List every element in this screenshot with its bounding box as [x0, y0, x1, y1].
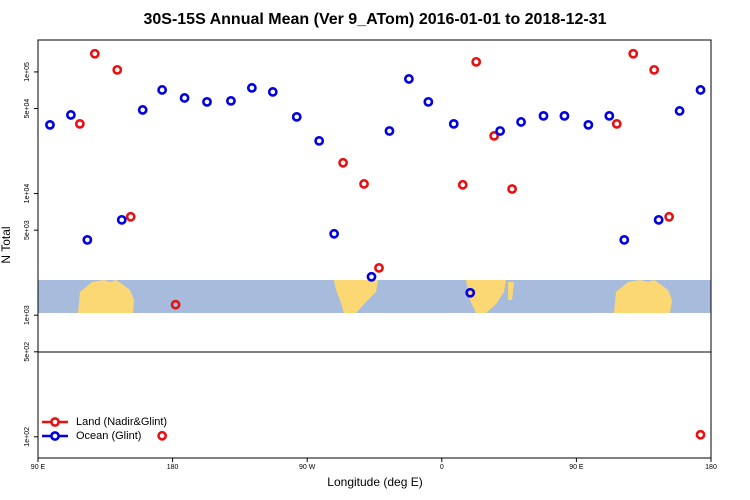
data-point — [448, 118, 459, 129]
data-point — [559, 110, 570, 121]
x-tick-label: 180 — [705, 464, 717, 471]
data-point — [674, 106, 685, 116]
x-axis-label: Longitude (deg E) — [327, 475, 422, 489]
land-south-america — [334, 280, 378, 313]
y-tick-label: 1e+02 — [24, 427, 31, 447]
y-tick-label: 1e+04 — [24, 184, 31, 204]
y-tick-label: 5e+02 — [24, 342, 31, 362]
data-point — [457, 179, 468, 190]
legend-label: Ocean (Glint) — [76, 430, 141, 442]
data-point — [653, 214, 664, 225]
data-point — [649, 64, 660, 75]
x-tick-label: 90 W — [299, 464, 316, 471]
data-point — [267, 87, 278, 97]
data-point — [89, 48, 100, 59]
data-point — [291, 111, 302, 122]
land-australia — [614, 280, 672, 313]
data-point — [384, 126, 395, 136]
data-point — [116, 214, 127, 225]
data-point — [465, 287, 476, 298]
y-tick-label: 1e+03 — [24, 305, 31, 325]
data-point — [471, 56, 482, 67]
data-point — [137, 105, 148, 115]
data-point — [604, 110, 615, 121]
data-point — [619, 234, 630, 245]
data-point — [374, 262, 384, 273]
data-point — [314, 135, 325, 146]
data-point — [507, 184, 517, 194]
data-point — [695, 85, 706, 95]
y-tick-label: 5e+04 — [24, 99, 31, 119]
map-strip — [38, 280, 711, 313]
data-point — [583, 119, 594, 130]
legend-marker — [50, 417, 60, 427]
chart-title: 30S-15S Annual Mean (Ver 9_ATom) 2016-01… — [143, 11, 606, 28]
x-tick-label: 90 E — [31, 464, 46, 471]
y-tick-label: 1e+05 — [24, 62, 31, 82]
data-point — [338, 157, 348, 168]
x-tick-label: 0 — [440, 464, 444, 471]
data-point — [366, 271, 377, 282]
land-madagascar — [508, 282, 514, 300]
data-point — [45, 119, 55, 130]
legend-marker — [50, 431, 60, 441]
data-point — [226, 95, 236, 106]
data-point — [664, 211, 675, 222]
data-point — [628, 48, 639, 59]
data-point — [179, 93, 190, 103]
data-point — [74, 118, 85, 129]
data-point — [170, 299, 181, 310]
data-point — [359, 179, 369, 189]
data-point — [202, 96, 212, 107]
x-tick-label: 180 — [167, 464, 179, 471]
data-point — [329, 228, 340, 239]
data-point — [423, 96, 434, 107]
data-point — [538, 110, 549, 121]
data-point — [403, 74, 414, 84]
data-point — [611, 118, 622, 129]
data-point — [246, 83, 257, 93]
data-point — [157, 85, 168, 95]
y-axis-label: N Total — [0, 226, 13, 263]
x-tick-label: 90 E — [569, 464, 584, 471]
y-tick-label: 5e+03 — [24, 220, 31, 240]
data-point — [112, 64, 123, 75]
data-point — [157, 430, 168, 441]
land-africa — [466, 280, 506, 313]
data-point — [495, 126, 506, 136]
data-point — [695, 429, 706, 440]
data-point — [516, 117, 526, 127]
plot-frame — [37, 39, 712, 459]
land-australia — [78, 280, 134, 313]
data-point — [66, 110, 76, 120]
data-point — [82, 234, 93, 245]
data-point — [489, 130, 500, 141]
legend-label: Land (Nadir&Glint) — [76, 416, 167, 428]
data-point — [125, 211, 136, 222]
